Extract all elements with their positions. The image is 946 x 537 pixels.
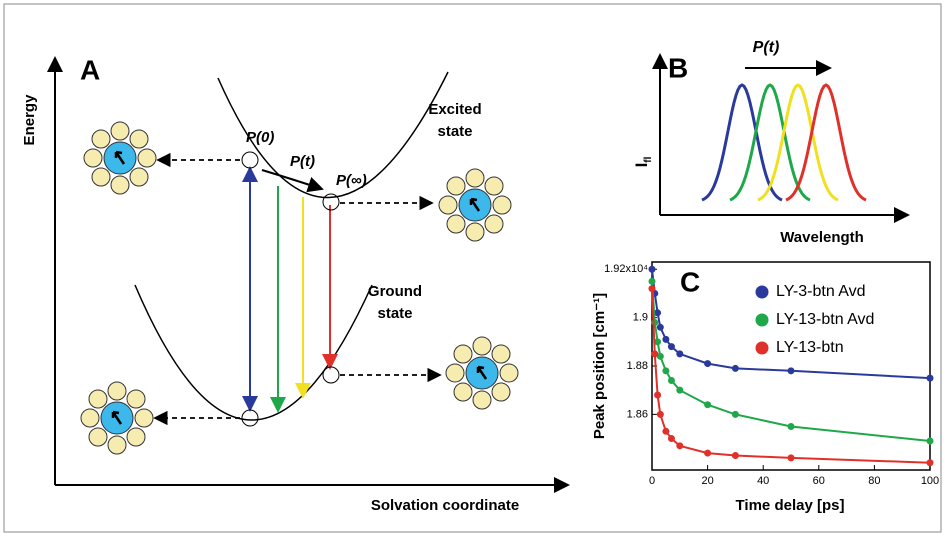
data-point <box>662 367 670 375</box>
frame <box>3 3 942 533</box>
data-point <box>731 364 739 372</box>
spectrum-curve <box>785 83 867 202</box>
y-tick-label: 1.86 <box>627 408 648 420</box>
panel-a: A Energy Solvation coordinate P(0) P(t) … <box>21 54 570 514</box>
state-circle <box>241 151 259 169</box>
spectrum-curve <box>729 83 811 202</box>
arrow-label: P(t) <box>753 39 780 56</box>
data-point <box>656 352 664 360</box>
data-point <box>787 454 795 462</box>
data-point <box>648 265 656 273</box>
state-label: P(∞) <box>336 172 367 189</box>
x-tick-label: 0 <box>649 475 655 487</box>
data-point <box>926 459 934 467</box>
data-point <box>662 335 670 343</box>
panel-label: B <box>668 52 688 83</box>
y-axis-subscript: fl <box>643 156 654 162</box>
x-tick-label: 40 <box>757 475 769 487</box>
molecule-icon <box>79 380 155 456</box>
data-point <box>667 377 675 385</box>
y-axis-label: Energy <box>21 94 38 146</box>
data-point <box>676 386 684 394</box>
ground-curve <box>134 284 373 421</box>
relax-arrow <box>261 169 324 193</box>
y-tick-label: 1.92x10⁴ <box>604 263 648 275</box>
data-point <box>704 449 712 457</box>
excited-curve <box>217 71 449 199</box>
legend-label: LY-13-btn Avd <box>776 311 874 328</box>
state-label: P(t) <box>290 153 315 170</box>
x-axis-label: Wavelength <box>780 229 864 246</box>
data-point <box>662 427 670 435</box>
data-point <box>656 410 664 418</box>
data-point <box>667 435 675 443</box>
state-name: state <box>437 123 472 140</box>
state-circle <box>322 366 340 384</box>
data-point <box>654 309 662 317</box>
x-tick-label: 60 <box>813 475 825 487</box>
data-point <box>731 451 739 459</box>
data-point <box>648 277 656 285</box>
data-point <box>787 367 795 375</box>
spectrum-curve <box>701 83 783 202</box>
panel-label: C <box>680 266 700 297</box>
data-point <box>926 374 934 382</box>
molecule-icon <box>82 120 158 196</box>
panel-c: C Peak position [cm⁻¹] Time delay [ps] 0… <box>591 261 939 514</box>
y-axis-symbol: I <box>632 163 651 168</box>
state-name: state <box>377 305 412 322</box>
state-label: P(0) <box>246 129 274 146</box>
data-point <box>787 422 795 430</box>
legend-label: LY-13-btn <box>776 339 844 356</box>
x-tick-label: 80 <box>868 475 880 487</box>
spectrum-curve <box>757 83 839 202</box>
panel-label: A <box>80 54 100 85</box>
data-point <box>651 318 659 326</box>
state-name: Excited <box>428 101 481 118</box>
legend-marker <box>755 313 769 327</box>
data-point <box>926 437 934 445</box>
legend-label: LY-3-btn Avd <box>776 283 866 300</box>
data-point <box>676 442 684 450</box>
data-point <box>704 360 712 368</box>
legend-marker <box>755 341 769 355</box>
data-point <box>654 338 662 346</box>
y-axis-label: Ifl <box>632 156 653 167</box>
data-point <box>704 401 712 409</box>
data-point <box>676 350 684 358</box>
y-tick-label: 1.88 <box>627 360 648 372</box>
data-point <box>731 410 739 418</box>
molecule-icon <box>437 167 513 243</box>
state-circle <box>241 409 259 427</box>
data-point <box>648 285 656 293</box>
x-axis-label: Time delay [ps] <box>736 497 845 514</box>
molecule-icon <box>444 335 520 411</box>
x-tick-label: 20 <box>701 475 713 487</box>
state-name: Ground <box>368 283 422 300</box>
data-point <box>654 391 662 399</box>
x-axis-label: Solvation coordinate <box>371 497 519 514</box>
data-point <box>651 350 659 358</box>
x-tick-label: 100 <box>921 475 939 487</box>
y-axis-label: Peak position [cm⁻¹] <box>591 293 608 439</box>
y-tick-label: 1.9 <box>633 312 648 324</box>
legend-marker <box>755 285 769 299</box>
state-circle <box>322 193 340 211</box>
data-point <box>656 323 664 331</box>
data-point <box>667 343 675 351</box>
fit-line <box>651 281 931 442</box>
panel-b: B P(t) Ifl Wavelength <box>632 39 910 246</box>
